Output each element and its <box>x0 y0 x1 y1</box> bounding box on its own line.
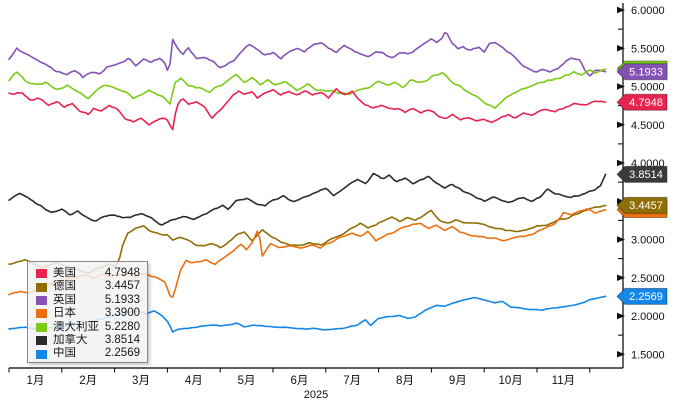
axis-badge-value-us: 4.7948 <box>629 97 663 109</box>
x-axis-month-label: 2月 <box>79 375 97 387</box>
legend-label: 美国 <box>53 267 76 279</box>
legend-swatch-jp <box>36 309 47 319</box>
y-axis-tick-arrow <box>617 274 625 281</box>
legend-label: 中国 <box>53 347 76 360</box>
legend-value: 2.2569 <box>104 347 140 360</box>
legend-swatch-de <box>36 282 47 292</box>
y-axis-tick-label: 1.5000 <box>631 349 665 361</box>
y-axis-tick-label: 4.5000 <box>631 120 665 132</box>
legend: 美国 4.7948 德国 3.4457 英国 5.1933 日本 3.3900 … <box>27 261 148 363</box>
legend-label: 日本 <box>53 307 76 320</box>
axis-badge-us <box>616 93 668 111</box>
y-axis-tick-arrow <box>617 159 625 167</box>
y-axis-tick-arrow <box>617 236 625 243</box>
x-axis-month-label: 7月 <box>343 375 361 387</box>
series-line-uk <box>8 31 607 79</box>
axis-badge-value-cn: 2.2569 <box>629 291 663 303</box>
y-axis-tick-arrow <box>617 121 625 128</box>
legend-value: 5.2280 <box>104 320 140 333</box>
legend-swatch-cn <box>36 349 47 359</box>
series-line-ca <box>8 172 607 226</box>
legend-swatch-uk <box>36 295 47 305</box>
y-axis-tick-label: 5.0000 <box>631 82 665 94</box>
x-axis-month-label: 6月 <box>290 375 308 387</box>
axis-badge-ca <box>616 165 668 183</box>
legend-label: 澳大利亚 <box>53 320 99 333</box>
legend-value: 4.7948 <box>104 267 140 279</box>
y-axis-tick-label: 3.0000 <box>631 235 665 247</box>
x-axis-month-label: 11月 <box>552 375 575 387</box>
legend-item-jp: 日本 3.3900 <box>36 307 140 320</box>
y-axis-tick-arrow <box>617 312 625 320</box>
legend-item-de: 德国 3.4457 <box>36 280 140 293</box>
x-axis-month-label: 3月 <box>132 375 150 387</box>
legend-item-uk: 英国 5.1933 <box>36 294 140 307</box>
legend-item-au: 澳大利亚 5.2280 <box>36 321 140 334</box>
legend-value: 3.4457 <box>104 280 140 293</box>
series-line-au <box>8 68 607 109</box>
x-axis-month-label: 5月 <box>238 375 256 387</box>
y-axis-tick-arrow <box>617 351 625 358</box>
y-axis-tick-arrow <box>617 6 625 14</box>
legend-swatch-ca <box>36 336 47 346</box>
x-axis-month-label: 10月 <box>498 375 522 387</box>
legend-label: 德国 <box>53 280 76 293</box>
y-axis-tick-label: 2.0000 <box>631 311 665 323</box>
x-axis-month-label: 1月 <box>26 375 44 387</box>
legend-value: 3.8514 <box>104 333 140 346</box>
legend-value: 3.3900 <box>104 307 140 320</box>
axis-badge-value-ca: 3.8514 <box>629 169 663 181</box>
x-axis-month-label: 8月 <box>396 375 414 387</box>
legend-swatch-us <box>36 269 47 279</box>
y-axis-tick-label: 6.0000 <box>631 5 665 17</box>
legend-swatch-au <box>36 322 47 332</box>
axis-badge-value-uk: 5.1933 <box>629 67 663 79</box>
legend-item-us: 美国 4.7948 <box>36 267 140 280</box>
axis-badge-cn <box>616 287 668 305</box>
y-axis-tick-arrow <box>617 45 625 52</box>
x-axis-month-label: 9月 <box>449 375 467 387</box>
axis-badge-value-de: 3.4457 <box>629 200 663 212</box>
axis-badge-de <box>616 196 668 214</box>
y-axis-tick-label: 5.5000 <box>631 43 665 55</box>
y-axis-tick-label: 2.5000 <box>631 273 665 285</box>
legend-item-ca: 加拿大 3.8514 <box>36 334 140 347</box>
x-axis-year-label: 2025 <box>304 389 328 401</box>
legend-label: 加拿大 <box>53 333 88 346</box>
y-axis-tick-arrow <box>617 198 625 205</box>
legend-label: 英国 <box>53 293 76 306</box>
legend-value: 5.1933 <box>104 293 140 306</box>
axis-badge-uk <box>616 63 668 81</box>
y-axis-tick-arrow <box>617 83 625 90</box>
legend-item-cn: 中国 2.2569 <box>36 347 140 360</box>
x-axis-month-label: 4月 <box>185 375 203 387</box>
series-line-us <box>8 87 607 131</box>
